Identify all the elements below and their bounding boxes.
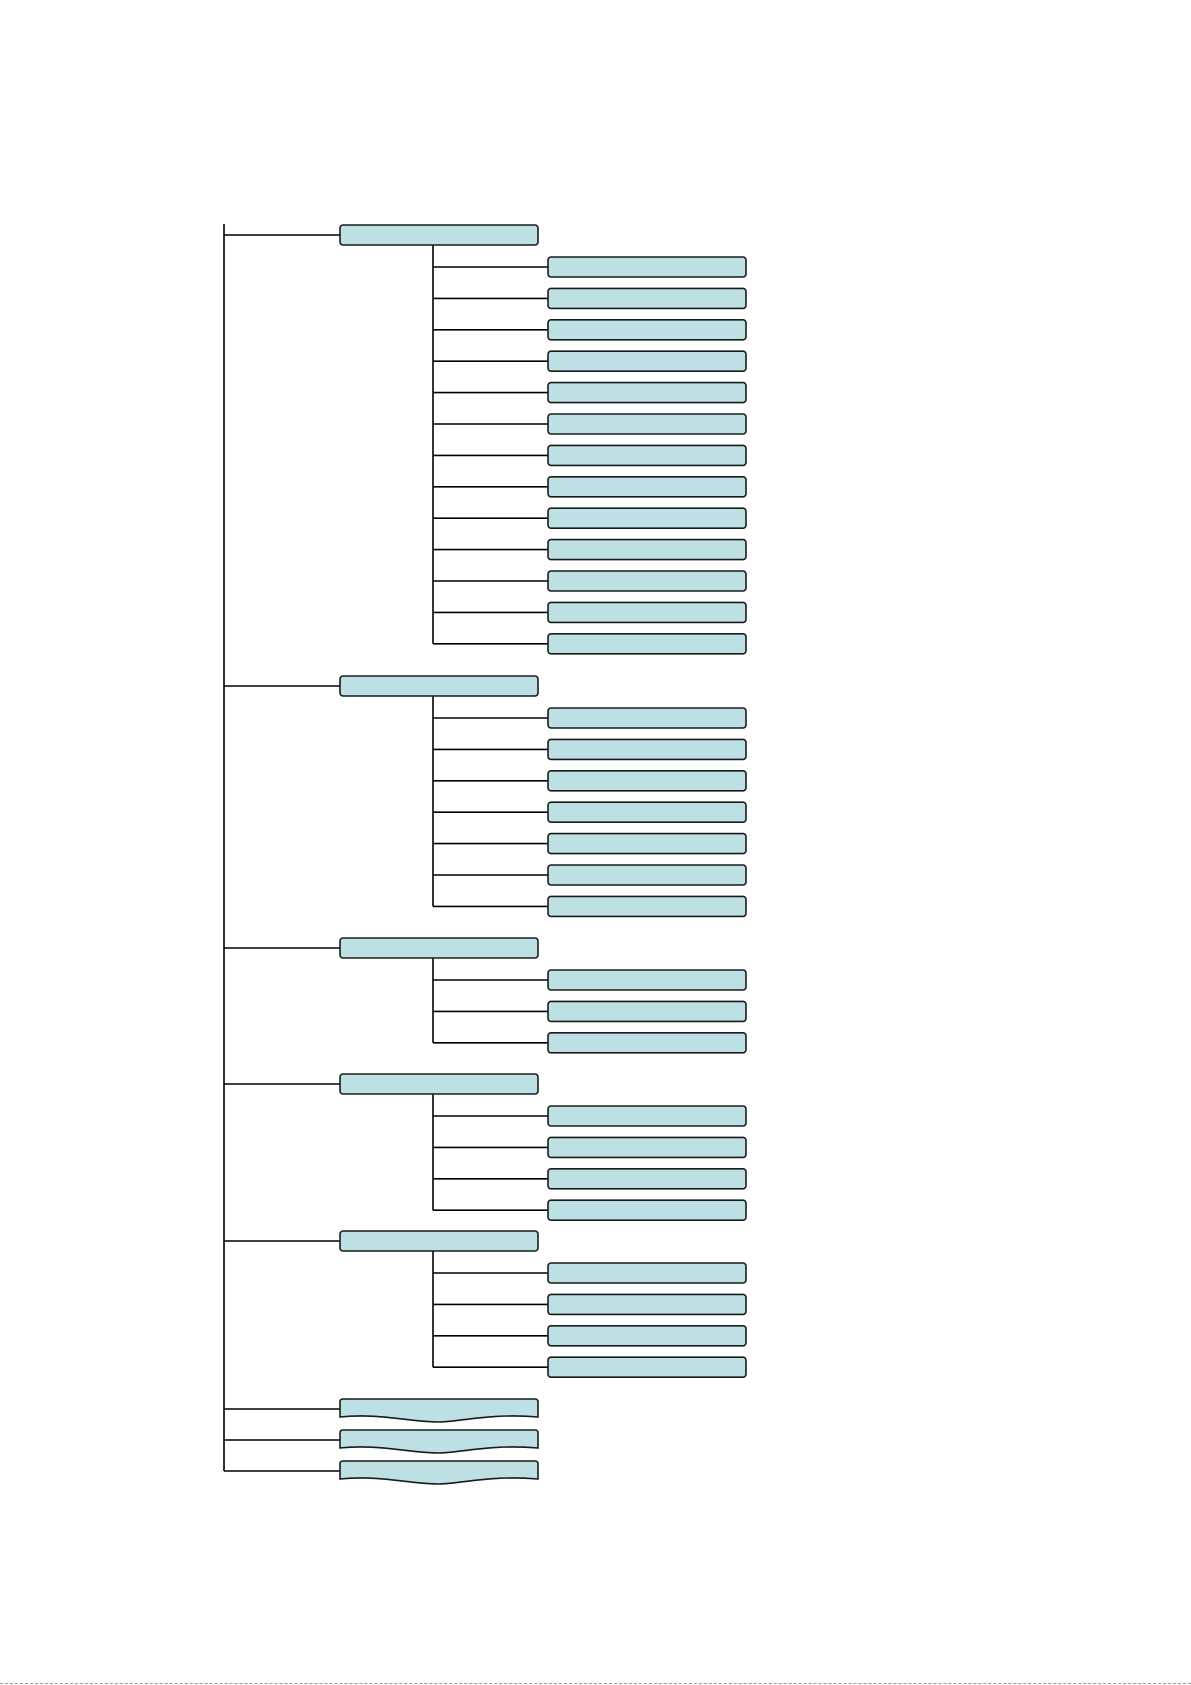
branch-node-8 [339, 1460, 539, 1485]
child-node-4-2 [547, 1136, 747, 1159]
child-node-5-4 [547, 1356, 747, 1378]
connector-lines [223, 224, 548, 1472]
child-node-1-11 [547, 570, 747, 592]
child-node-2-5 [547, 832, 747, 855]
child-node-2-3 [547, 769, 747, 792]
child-node-4-1 [547, 1105, 747, 1127]
branch-node-1 [339, 224, 539, 246]
child-node-1-9 [547, 507, 747, 530]
branch-node-6 [339, 1398, 539, 1423]
child-node-3-3 [547, 1032, 747, 1054]
branch-node-4 [339, 1073, 539, 1095]
child-node-4-3 [547, 1168, 747, 1190]
child-node-1-10 [547, 538, 747, 561]
child-node-5-2 [547, 1293, 747, 1316]
child-node-2-4 [547, 801, 747, 824]
child-node-4-4 [547, 1199, 747, 1221]
child-node-1-3 [547, 318, 747, 341]
child-node-1-12 [547, 601, 747, 624]
child-node-2-2 [547, 738, 747, 761]
branch-node-7 [339, 1429, 539, 1454]
child-node-1-6 [547, 413, 747, 435]
child-node-1-13 [547, 632, 747, 655]
child-node-1-4 [547, 350, 747, 373]
tree-nodes [339, 224, 747, 1485]
child-node-1-5 [547, 381, 747, 404]
child-node-5-3 [547, 1325, 747, 1347]
child-node-1-8 [547, 475, 747, 498]
child-node-5-1 [547, 1262, 747, 1284]
branch-node-5 [339, 1230, 539, 1252]
child-node-1-1 [547, 256, 747, 278]
child-node-3-2 [547, 1000, 747, 1023]
child-node-2-7 [547, 895, 747, 918]
page-bottom-edge [0, 1683, 1191, 1684]
branch-node-3 [339, 937, 539, 959]
child-node-2-1 [547, 707, 747, 729]
branch-node-2 [339, 675, 539, 697]
child-node-1-2 [547, 287, 747, 310]
child-node-3-1 [547, 969, 747, 991]
child-node-2-6 [547, 864, 747, 886]
child-node-1-7 [547, 444, 747, 467]
